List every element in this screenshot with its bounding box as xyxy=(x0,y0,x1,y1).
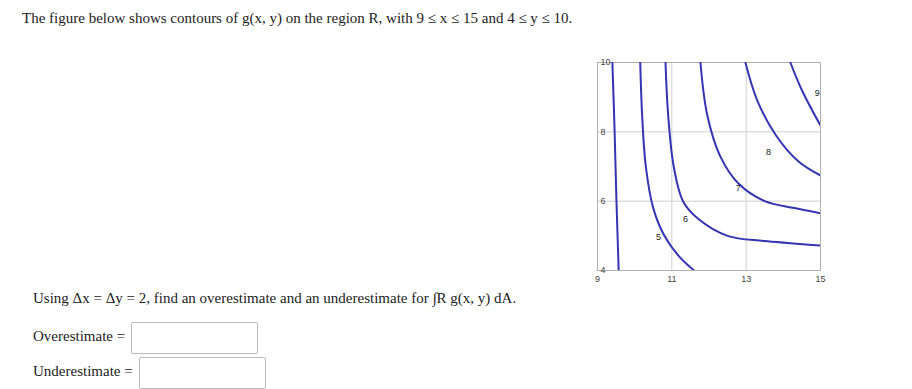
svg-text:6: 6 xyxy=(683,214,688,224)
html-text:Using Δx = Δy = 2, find an ove: Using Δx = Δy = 2, find an overestimate … xyxy=(33,290,517,306)
svg-text:8: 8 xyxy=(601,127,606,137)
svg-text:13: 13 xyxy=(741,274,751,284)
svg-text:15: 15 xyxy=(815,274,825,284)
svg-text:7: 7 xyxy=(736,183,741,193)
svg-text:5: 5 xyxy=(656,232,661,242)
html-text:The figure below shows contour: The figure below shows contours of g(x, … xyxy=(22,10,573,26)
svg-text:11: 11 xyxy=(667,274,676,284)
html-text:Overestimate =: Overestimate = xyxy=(33,328,126,345)
html-text:Underestimate =: Underestimate = xyxy=(33,363,133,380)
svg-text:8: 8 xyxy=(766,147,771,157)
svg-text:6: 6 xyxy=(601,196,606,206)
svg-text:9: 9 xyxy=(815,88,820,98)
svg-text:4: 4 xyxy=(601,265,606,275)
svg-text:10: 10 xyxy=(601,57,611,67)
svg-text:9: 9 xyxy=(595,274,600,284)
